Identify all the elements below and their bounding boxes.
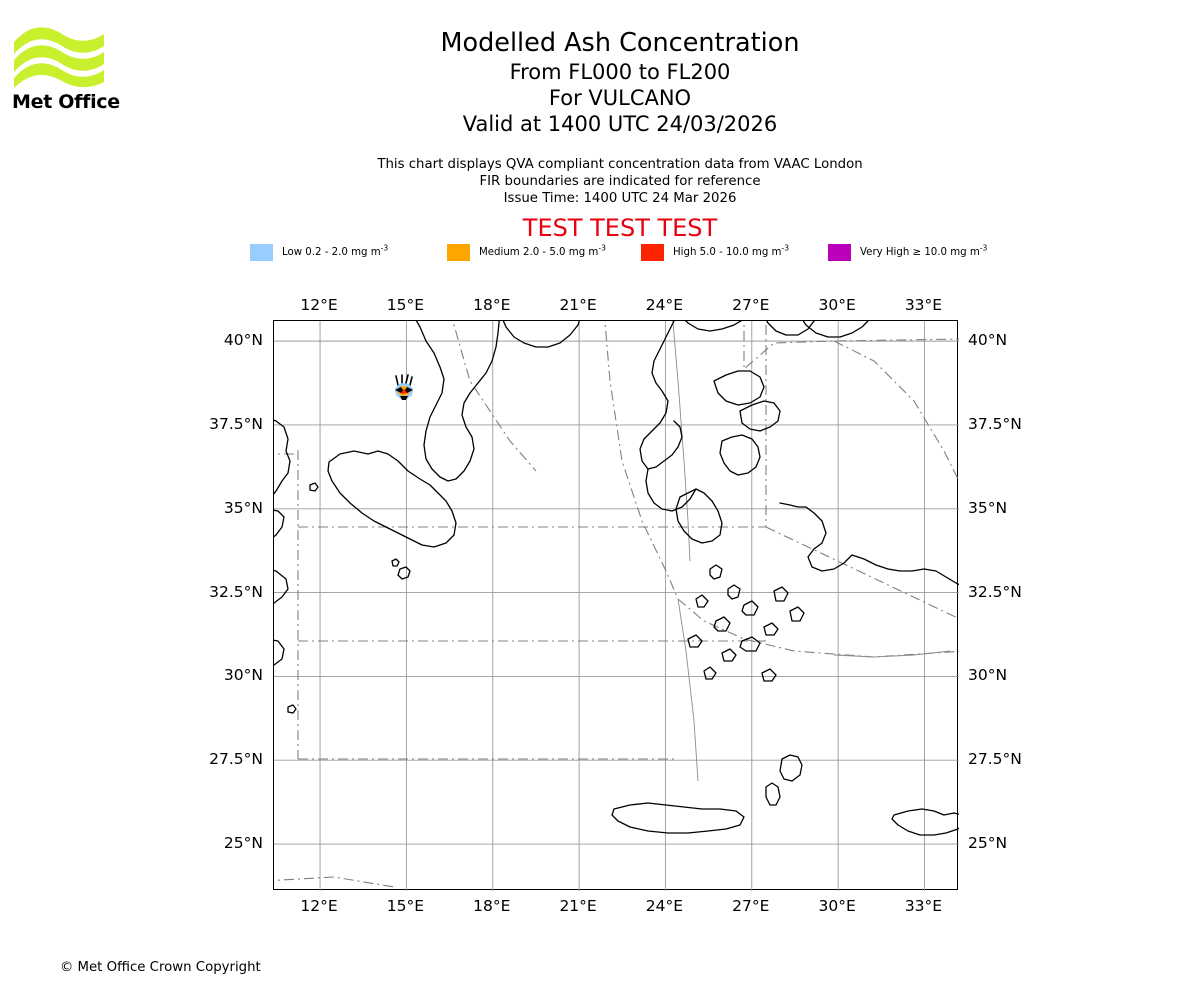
met-office-wave-icon bbox=[14, 27, 104, 88]
lon-tick-top-21: 21°E bbox=[559, 296, 597, 314]
met-office-wordmark: Met Office bbox=[12, 91, 120, 113]
vent-glyph-left bbox=[395, 386, 404, 393]
legend-high-swatch bbox=[641, 243, 664, 261]
lon-tick-bottom-27: 27°E bbox=[732, 897, 770, 915]
map-plot-area[interactable] bbox=[273, 320, 959, 891]
lat-tick-right-25: 25°N bbox=[968, 834, 1008, 853]
qva-compliance-note: This chart displays QVA compliant concen… bbox=[377, 157, 863, 172]
lon-tick-bottom-21: 21°E bbox=[559, 897, 597, 915]
legend-medium-label: Medium 2.0 - 5.0 mg m-3 bbox=[479, 243, 606, 258]
issue-time: Issue Time: 1400 UTC 24 Mar 2026 bbox=[503, 190, 737, 206]
coastlines bbox=[274, 321, 959, 836]
lon-tick-top-33: 33°E bbox=[904, 296, 943, 314]
vent-glyph-right bbox=[405, 386, 414, 393]
lon-tick-top-27: 27°E bbox=[732, 296, 770, 314]
legend-very-high-label: Very High ≥ 10.0 mg m-3 bbox=[860, 243, 988, 258]
lat-tick-left-35: 35°N bbox=[223, 498, 263, 517]
chart-title-block: Modelled Ash Concentration From FL000 to… bbox=[220, 28, 1020, 137]
legend-low: Low 0.2 - 2.0 mg m-3 bbox=[250, 241, 388, 263]
legend-high-label: High 5.0 - 10.0 mg m-3 bbox=[673, 243, 790, 258]
concentration-legend: Low 0.2 - 2.0 mg m-3 Medium 2.0 - 5.0 mg … bbox=[250, 241, 990, 263]
fir-boundary-lines bbox=[274, 321, 959, 888]
lon-tick-bottom-30: 30°E bbox=[818, 897, 856, 915]
legend-medium: Medium 2.0 - 5.0 mg m-3 bbox=[447, 241, 606, 263]
met-office-logo: Met Office bbox=[12, 22, 132, 114]
volcano-name: For VULCANO bbox=[548, 86, 692, 110]
lat-tick-right-30: 30°N bbox=[968, 666, 1008, 685]
lon-tick-top-12: 12°E bbox=[300, 296, 338, 314]
chart-description-block: This chart displays QVA compliant concen… bbox=[220, 157, 1020, 207]
vent-glyph-base bbox=[400, 395, 409, 400]
lon-tick-top-30: 30°E bbox=[818, 296, 856, 314]
legend-very-high-swatch bbox=[828, 243, 851, 261]
lon-tick-bottom-18: 18°E bbox=[473, 897, 511, 915]
lat-tick-right-40: 40°N bbox=[968, 331, 1008, 350]
lon-tick-bottom-33: 33°E bbox=[904, 897, 943, 915]
ash-plume-icon bbox=[395, 373, 414, 386]
legend-very-high: Very High ≥ 10.0 mg m-3 bbox=[828, 241, 987, 263]
lat-tick-right-35: 35°N bbox=[968, 498, 1008, 517]
lon-tick-bottom-15: 15°E bbox=[386, 897, 425, 915]
lon-tick-top-18: 18°E bbox=[473, 296, 511, 314]
legend-low-swatch bbox=[250, 243, 273, 261]
volcano-source-marker[interactable] bbox=[390, 373, 418, 404]
lat-tick-left-32.5: 32.5°N bbox=[209, 582, 263, 601]
lon-tick-bottom-24: 24°E bbox=[645, 897, 684, 915]
lat-tick-left-37.5: 37.5°N bbox=[209, 414, 263, 433]
test-banner: TEST TEST TEST bbox=[522, 214, 718, 242]
page-title: Modelled Ash Concentration bbox=[440, 28, 800, 58]
lon-tick-top-24: 24°E bbox=[645, 296, 684, 314]
fir-boundary-note: FIR boundaries are indicated for referen… bbox=[479, 173, 761, 189]
lon-tick-bottom-12: 12°E bbox=[300, 897, 338, 915]
valid-time: Valid at 1400 UTC 24/03/2026 bbox=[462, 112, 778, 136]
map-canvas bbox=[274, 321, 959, 891]
political-border-lines bbox=[672, 321, 951, 782]
lat-tick-right-27.5: 27.5°N bbox=[968, 750, 1022, 769]
map-gridlines bbox=[274, 321, 959, 891]
lat-tick-right-32.5: 32.5°N bbox=[968, 582, 1022, 601]
legend-medium-swatch bbox=[447, 243, 470, 261]
lat-tick-left-30: 30°N bbox=[223, 666, 263, 685]
lon-tick-top-15: 15°E bbox=[386, 296, 425, 314]
legend-high: High 5.0 - 10.0 mg m-3 bbox=[641, 241, 789, 263]
lat-tick-left-25: 25°N bbox=[223, 834, 263, 853]
flight-level-range: From FL000 to FL200 bbox=[509, 60, 731, 84]
lat-tick-left-27.5: 27.5°N bbox=[209, 750, 263, 769]
copyright-notice: © Met Office Crown Copyright bbox=[60, 960, 261, 975]
lat-tick-left-40: 40°N bbox=[223, 331, 263, 350]
legend-low-label: Low 0.2 - 2.0 mg m-3 bbox=[282, 243, 389, 258]
lat-tick-right-37.5: 37.5°N bbox=[968, 414, 1022, 433]
